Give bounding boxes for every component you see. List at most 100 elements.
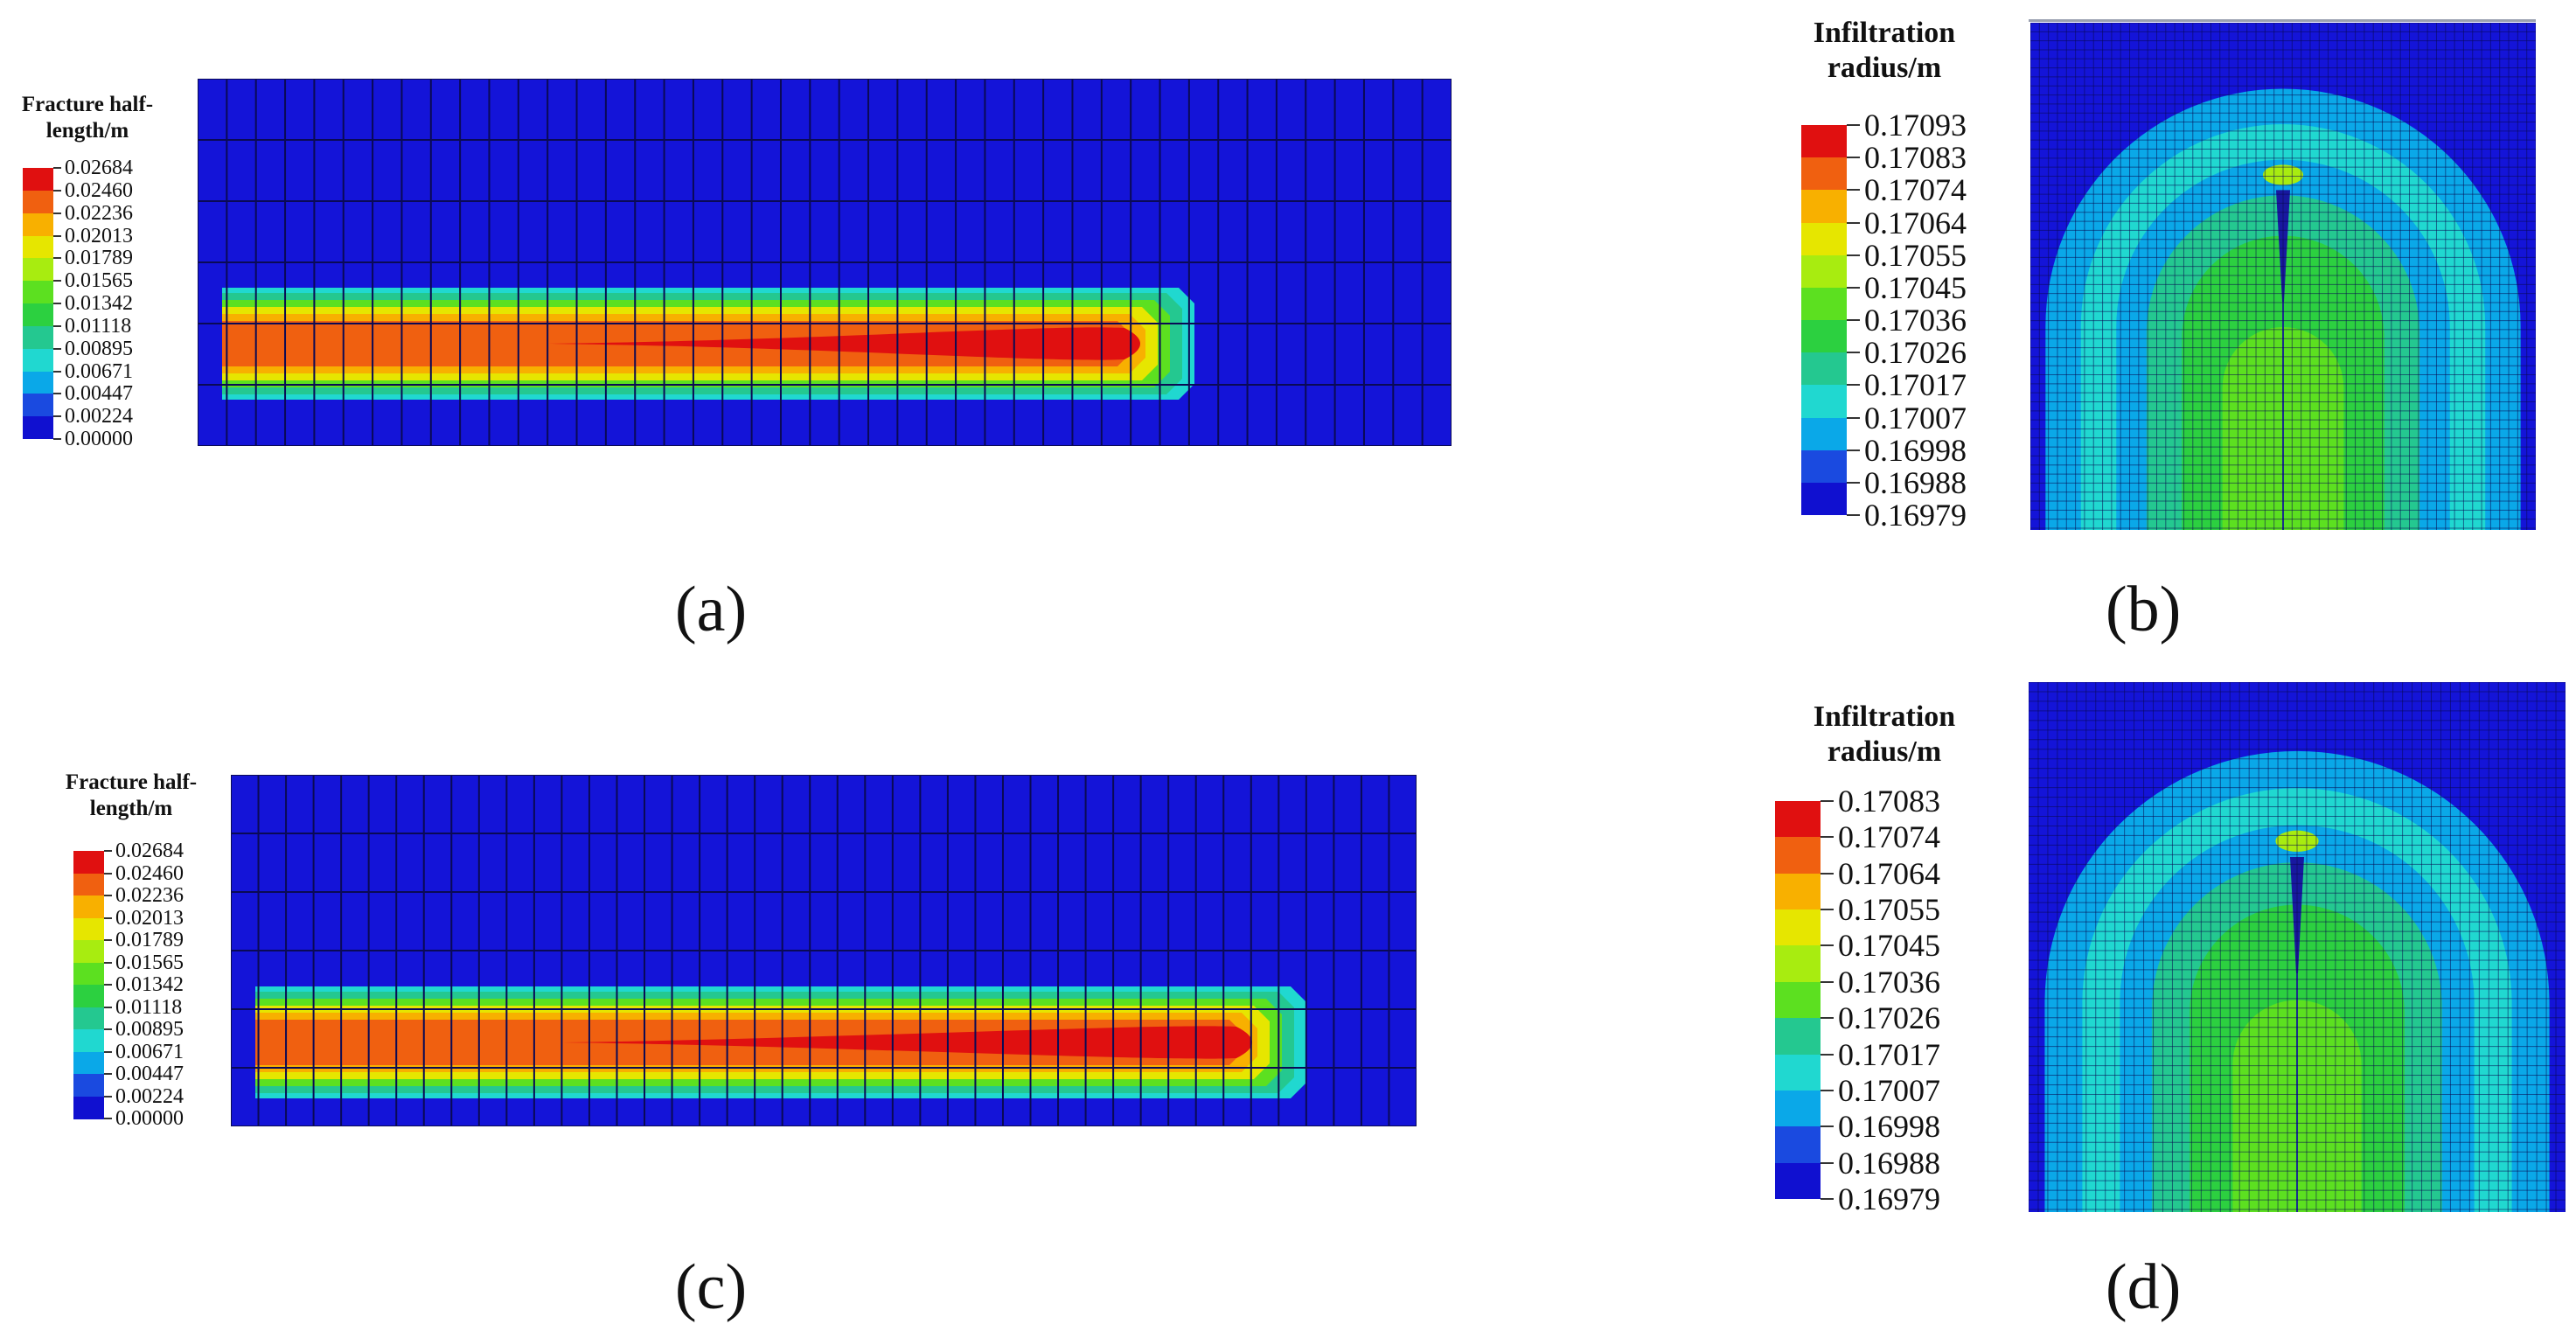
legend-tick	[52, 415, 62, 418]
legend-label: 0.00224	[65, 405, 133, 429]
panel-b: Infiltration radius/m 0.17093 0.17083 0.17…	[1749, 0, 2576, 665]
legend-tick	[1821, 800, 1834, 802]
legend-tick	[1821, 1017, 1834, 1020]
legend-swatch	[73, 940, 104, 963]
legend-label: 0.00895	[115, 1018, 184, 1041]
legend-swatch	[23, 348, 53, 372]
legend-label: 0.17026	[1838, 1000, 1940, 1036]
legend-tick	[1847, 481, 1860, 484]
legend-tick	[52, 234, 62, 237]
infiltration-mesh-d	[2029, 682, 2566, 1212]
panel-label-d: (d)	[2106, 1251, 2182, 1323]
legend-swatch	[73, 1096, 104, 1119]
legend-tick	[1847, 189, 1860, 192]
panel-label-b: (b)	[2106, 574, 2182, 645]
legend-label: 0.01789	[115, 929, 184, 951]
legend-swatch	[23, 325, 53, 350]
legend-swatch	[73, 1051, 104, 1075]
legend-tick	[52, 303, 62, 304]
legend-swatch	[23, 394, 53, 417]
fracture-core	[548, 327, 1140, 360]
legend-swatch	[1775, 981, 1821, 1019]
legend-label: 0.17093	[1864, 108, 1967, 143]
legend-label: 0.17017	[1838, 1036, 1940, 1072]
legend-tick	[1847, 416, 1860, 419]
legend-tick	[103, 872, 113, 875]
legend-tick	[1821, 1161, 1834, 1164]
legend-tick	[1847, 221, 1860, 224]
legend-swatch	[23, 371, 53, 394]
legend-swatch	[1775, 873, 1821, 910]
legend-swatch	[23, 258, 53, 282]
legend-tick	[52, 167, 62, 169]
color-legend-a: 0.02684 0.02460 0.02236 0.02013 0.01789 0.015…	[23, 157, 198, 449]
legend-tick	[1847, 384, 1860, 387]
legend-tick	[103, 1095, 113, 1098]
legend-label: 0.00447	[65, 382, 133, 406]
legend-tick	[1847, 514, 1860, 516]
fracture-core	[562, 1026, 1252, 1059]
legend-tick	[1821, 872, 1834, 875]
legend-label: 0.17036	[1838, 964, 1940, 1000]
legend-swatch	[1801, 254, 1848, 289]
legend-tick	[1847, 449, 1860, 451]
legend-tick	[52, 324, 62, 327]
legend-tick	[103, 1073, 113, 1075]
legend-swatch	[1801, 449, 1848, 484]
legend-swatch	[1775, 1126, 1821, 1164]
legend-swatch	[73, 917, 104, 941]
legend-swatch	[23, 168, 53, 192]
legend-tick	[1847, 286, 1860, 289]
legend-tick	[52, 370, 62, 373]
legend-label: 0.17055	[1838, 892, 1940, 928]
legend-swatch	[1801, 320, 1848, 353]
legend-label: 0.00224	[115, 1084, 184, 1108]
legend-label: 0.16979	[1864, 498, 1967, 533]
legend-swatch	[1775, 1054, 1821, 1091]
legend-tick	[103, 1006, 113, 1008]
legend-tick	[1821, 1089, 1834, 1091]
legend-label: 0.00447	[115, 1063, 184, 1085]
legend-label: 0.17055	[1864, 237, 1967, 273]
legend-swatch	[23, 416, 53, 440]
color-legend-c: 0.02684 0.02460 0.02236 0.02013 0.01789 0.015…	[73, 840, 248, 1129]
legend-tick	[1821, 1053, 1834, 1056]
fracture-mesh-c	[231, 775, 1417, 1126]
legend-swatch	[73, 1007, 104, 1030]
legend-tick	[1821, 1198, 1834, 1200]
panel-label-a: (a)	[675, 574, 748, 645]
legend-label: 0.01565	[115, 951, 184, 974]
legend-swatch	[23, 235, 53, 259]
legend-label: 0.02460	[65, 178, 133, 202]
legend-label: 0.00895	[65, 337, 133, 360]
legend-swatch	[1775, 837, 1821, 875]
legend-tick	[103, 850, 113, 852]
legend-swatch	[73, 1074, 104, 1097]
legend-swatch	[1775, 801, 1821, 838]
legend-label: 0.16979	[1838, 1181, 1940, 1216]
legend-label: 0.01118	[115, 995, 183, 1019]
legend-label: 0.17045	[1838, 928, 1940, 964]
legend-tick	[1847, 124, 1860, 126]
legend-label: 0.01342	[65, 292, 133, 315]
legend-tick	[103, 1118, 113, 1119]
legend-label: 0.02013	[65, 224, 133, 247]
legend-tick	[52, 438, 62, 440]
legend-label: 0.17045	[1864, 269, 1967, 305]
legend-swatch	[1801, 352, 1848, 386]
legend-title-b: Infiltration radius/m	[1813, 17, 1956, 85]
legend-swatch	[1775, 1090, 1821, 1127]
legend-swatch	[23, 303, 53, 327]
legend-tick	[1821, 1125, 1834, 1128]
legend-swatch	[73, 851, 104, 874]
legend-label: 0.00000	[115, 1107, 184, 1130]
legend-label: 0.17074	[1838, 819, 1940, 855]
legend-swatch	[1801, 287, 1848, 321]
legend-label: 0.16998	[1864, 432, 1967, 468]
infiltration-mesh-b	[2030, 23, 2536, 530]
legend-label: 0.17007	[1838, 1072, 1940, 1108]
fracture-mesh-a	[198, 79, 1452, 446]
legend-title-d: Infiltration radius/m	[1813, 700, 1956, 769]
legend-tick	[1847, 352, 1860, 354]
legend-tick	[103, 961, 113, 964]
